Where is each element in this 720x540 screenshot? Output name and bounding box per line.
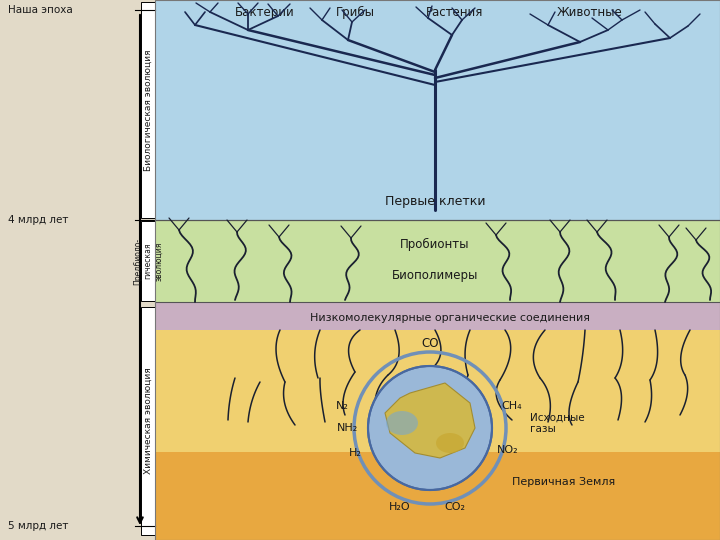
Ellipse shape (386, 411, 418, 435)
Text: H₂: H₂ (348, 448, 361, 458)
Text: Бактерии: Бактерии (235, 6, 295, 19)
Bar (155, 330, 720, 452)
Text: Низкомолекулярные органические соединения: Низкомолекулярные органические соединени… (310, 313, 590, 323)
Text: 5 млрд лет: 5 млрд лет (8, 521, 68, 531)
Text: Растения: Растения (426, 6, 484, 19)
Text: Пробионты: Пробионты (400, 238, 469, 251)
Polygon shape (385, 383, 475, 458)
Text: NO₂: NO₂ (498, 445, 519, 455)
Bar (155, 0, 720, 540)
Bar (141, 2, 155, 218)
Text: Химическая эволюция: Химическая эволюция (143, 368, 153, 474)
Text: CO₂: CO₂ (444, 502, 466, 512)
Text: Биологическая эволюция: Биологическая эволюция (143, 49, 153, 171)
Text: Первые клетки: Первые клетки (384, 195, 485, 208)
Text: CH₄: CH₄ (502, 401, 522, 411)
Text: Первичная Земля: Первичная Земля (512, 477, 616, 487)
Bar (155, 452, 720, 540)
Text: Наша эпоха: Наша эпоха (8, 5, 73, 15)
Ellipse shape (436, 433, 464, 453)
Text: 4 млрд лет: 4 млрд лет (8, 215, 68, 225)
Text: Животные: Животные (557, 6, 623, 19)
Bar (141, 307, 155, 535)
Text: Исходные
газы: Исходные газы (530, 412, 585, 434)
Bar (0, 0, 155, 540)
Bar (155, 220, 720, 302)
Text: NH₂: NH₂ (338, 423, 359, 433)
Text: CO: CO (421, 337, 438, 350)
Text: Биополимеры: Биополимеры (392, 268, 478, 281)
Bar (141, 221, 155, 301)
Text: Предбиоло-
гическая
эволюция: Предбиоло- гическая эволюция (133, 238, 163, 285)
Text: H₂O: H₂O (390, 502, 411, 512)
Text: N₂: N₂ (336, 401, 348, 411)
Text: Грибы: Грибы (336, 6, 374, 19)
Bar (155, 0, 720, 220)
Circle shape (368, 366, 492, 490)
Bar (155, 302, 720, 330)
